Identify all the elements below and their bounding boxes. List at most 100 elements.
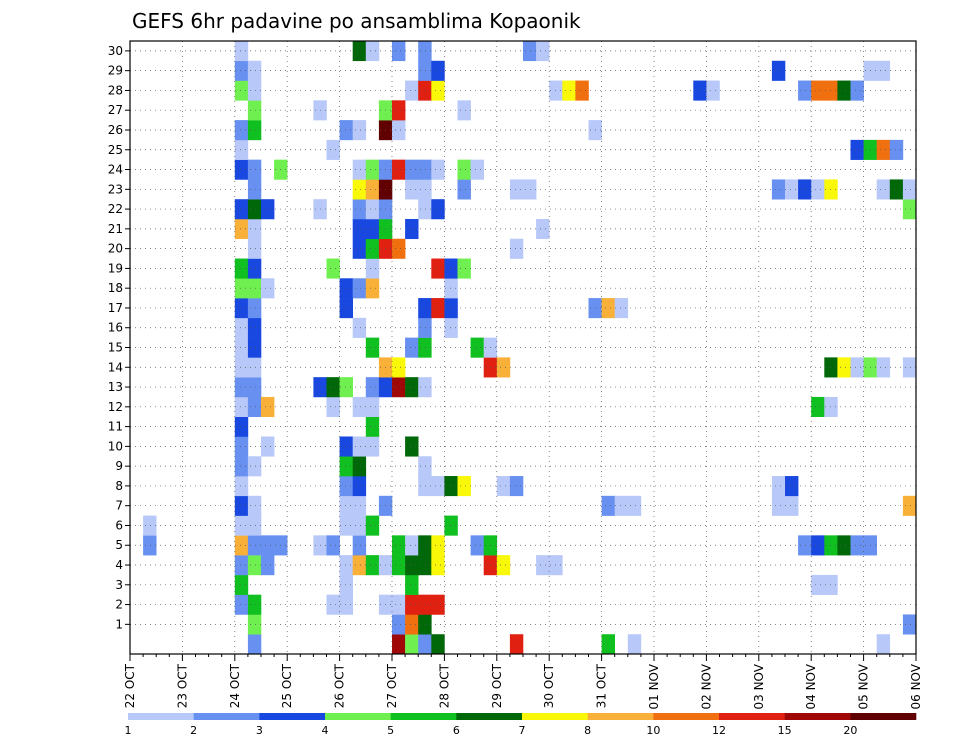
precip-cell <box>234 416 249 437</box>
precip-cell <box>418 594 432 615</box>
precip-cell <box>523 179 537 200</box>
x-tick-label: 05 NOV <box>857 663 871 709</box>
precip-cell <box>785 476 799 497</box>
precip-cell <box>457 476 471 497</box>
precip-cell <box>234 258 249 279</box>
precip-cell <box>418 317 432 338</box>
precip-cell <box>405 179 419 200</box>
precip-cell <box>431 199 445 220</box>
y-tick-label: 9 <box>115 459 123 473</box>
precip-cell <box>392 614 406 635</box>
precip-cell <box>536 218 550 240</box>
precip-cell <box>234 357 249 378</box>
legend-label: 2 <box>190 724 197 737</box>
precip-cell <box>509 476 524 497</box>
precip-cell <box>365 159 380 180</box>
precip-cell <box>392 41 406 62</box>
precip-cell <box>247 199 262 220</box>
y-tick-label: 13 <box>108 380 123 394</box>
legend-swatch <box>653 713 720 720</box>
precip-cell <box>365 416 380 437</box>
dotted-grid <box>129 41 917 654</box>
precip-cell <box>352 515 367 536</box>
y-tick-label: 26 <box>108 123 123 137</box>
precip-cell <box>850 139 864 160</box>
precip-cell <box>392 357 406 378</box>
precip-cell <box>143 515 157 536</box>
precip-cell <box>352 159 367 180</box>
precip-cell <box>850 80 864 101</box>
precip-cell <box>627 634 642 655</box>
precip-cell <box>392 238 406 259</box>
precip-cell <box>444 317 458 338</box>
precip-cell <box>496 555 511 576</box>
y-tick-label: 29 <box>108 64 123 78</box>
precip-cell <box>431 159 445 180</box>
precip-cell <box>247 100 262 121</box>
precip-cell <box>352 179 367 200</box>
precip-cell <box>247 515 262 536</box>
legend-label: 7 <box>519 724 526 737</box>
y-tick-label: 23 <box>108 182 123 196</box>
precip-cell <box>247 634 262 655</box>
precip-cell <box>234 574 249 595</box>
precip-cell <box>365 337 380 358</box>
precip-cell <box>234 80 249 101</box>
precip-cell <box>457 179 471 200</box>
precip-cell <box>352 218 367 240</box>
precip-cell <box>405 218 419 240</box>
precip-cell <box>234 278 249 299</box>
precip-cell <box>365 238 380 259</box>
x-tick-label: 30 OCT <box>542 663 556 708</box>
legend-label: 1 <box>125 724 132 737</box>
precip-cell <box>247 120 262 141</box>
precip-cell <box>614 495 629 516</box>
precip-cell <box>798 179 812 200</box>
precip-cell <box>247 535 262 556</box>
precip-cell <box>234 515 249 536</box>
precip-cell <box>562 80 576 101</box>
precip-cell <box>365 436 380 457</box>
precip-cell <box>339 476 353 497</box>
x-tick-label: 22 OCT <box>123 663 137 708</box>
y-tick-label: 12 <box>108 400 123 414</box>
precip-cell <box>444 258 458 279</box>
precip-cell <box>470 535 484 556</box>
legend-swatch <box>456 713 523 720</box>
precip-cell <box>352 396 367 418</box>
precip-cell <box>247 80 262 101</box>
precip-cell <box>234 298 249 319</box>
precip-cell <box>418 80 432 101</box>
precip-cell <box>902 614 917 635</box>
precip-cell <box>876 634 891 655</box>
precip-cell <box>234 456 249 477</box>
precip-cell <box>326 377 340 398</box>
precip-cell <box>418 41 432 62</box>
precip-cell <box>523 41 537 62</box>
precip-cell <box>536 555 550 576</box>
precip-cell <box>470 159 484 180</box>
chart-title: GEFS 6hr padavine po ansamblima Kopaonik <box>132 9 581 33</box>
precip-cell <box>771 495 786 516</box>
precip-cell <box>889 179 904 200</box>
precip-cell <box>811 179 825 200</box>
legend-swatch <box>128 713 194 720</box>
precip-cell <box>470 337 484 358</box>
precip-cell <box>247 396 262 418</box>
legend-label: 8 <box>584 724 591 737</box>
precip-cell <box>509 634 524 655</box>
legend-swatch <box>587 713 654 720</box>
precip-cell <box>405 159 419 180</box>
precip-cell <box>405 555 419 576</box>
precip-cell <box>234 377 249 398</box>
precip-cell <box>247 60 262 81</box>
precip-cell <box>405 594 419 615</box>
precip-cell <box>352 495 367 516</box>
precip-cell <box>418 476 432 497</box>
precip-cell <box>339 594 353 615</box>
precip-cell <box>431 80 445 101</box>
precip-cell <box>418 298 432 319</box>
precip-cell <box>352 456 367 477</box>
y-tick-label: 3 <box>115 578 123 592</box>
precip-cell <box>876 179 891 200</box>
